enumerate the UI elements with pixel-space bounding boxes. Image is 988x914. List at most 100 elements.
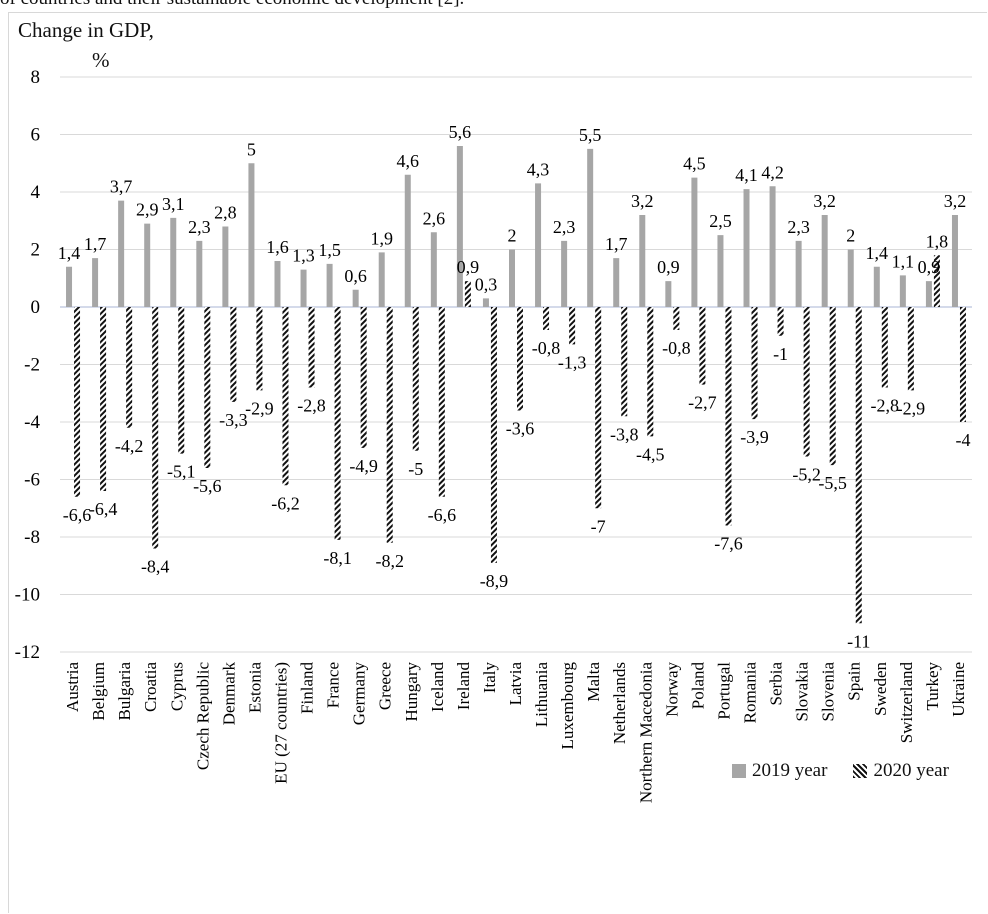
data-label-2019: 1,7 <box>84 234 107 254</box>
y-tick-label: 6 <box>31 125 41 146</box>
bar-2019 <box>561 240 568 307</box>
data-label-2019: 3,7 <box>110 177 133 197</box>
bar-2019 <box>430 232 437 307</box>
bar-2020 <box>829 307 836 466</box>
data-label-2020: -3,9 <box>740 427 769 447</box>
bar-2019 <box>743 189 750 307</box>
data-label-2020: -2,8 <box>297 396 326 416</box>
bar-2019 <box>92 258 99 307</box>
x-axis-categories: Austria Belgium Bulgaria Croatia Cyprus Czech… <box>63 662 968 804</box>
bar-2019 <box>951 215 958 307</box>
bar-2020 <box>959 307 966 422</box>
data-label-2020: -8,9 <box>480 571 509 591</box>
data-label-2020: -4,2 <box>115 436 144 456</box>
y-tick-label: -10 <box>15 585 40 606</box>
y-tick-label: -6 <box>24 470 40 491</box>
category-label: Bulgaria <box>115 662 134 721</box>
bar-2019 <box>691 177 698 307</box>
bar-2019 <box>170 217 177 307</box>
category-label: Slovakia <box>793 662 812 722</box>
category-label: Netherlands <box>610 662 629 744</box>
data-label-2019: 4,6 <box>397 151 420 171</box>
y-tick-label: 0 <box>31 297 41 318</box>
data-label-2020: -7,6 <box>714 534 743 554</box>
data-label-2019: 0,9 <box>918 257 941 277</box>
bar-2020 <box>621 307 628 417</box>
category-label: Finland <box>298 662 317 714</box>
bar-2020 <box>438 307 445 497</box>
bar-2020 <box>673 307 680 330</box>
bar-2020 <box>360 307 367 448</box>
category-label: Hungary <box>402 662 421 722</box>
data-label-2020: -8,1 <box>323 548 352 568</box>
category-label: Germany <box>350 662 369 726</box>
bar-2020 <box>464 281 471 307</box>
bar-2020 <box>308 307 315 388</box>
category-label: Croatia <box>141 662 160 712</box>
y-tick-label: 8 <box>31 67 41 88</box>
category-label: Latvia <box>506 662 525 706</box>
bar-2020 <box>204 307 211 468</box>
bar-2020 <box>152 307 159 549</box>
data-label-2019: 4,5 <box>683 154 706 174</box>
data-label-2019: 3,2 <box>631 191 654 211</box>
data-label-2019: 3,2 <box>813 191 836 211</box>
bar-2020 <box>334 307 341 540</box>
category-label: Portugal <box>714 662 733 720</box>
bar-2020 <box>777 307 784 336</box>
category-label: Poland <box>688 662 707 710</box>
bar-2019 <box>899 275 906 307</box>
data-label-2020: -11 <box>847 631 870 651</box>
category-label: Belgium <box>89 662 108 721</box>
data-labels: 1,4 -6,6 1,7 -6,4 3,7 -4,2 2,9 -8,4 3,1 -5,1 2,3 -5… <box>58 122 971 651</box>
bar-2020 <box>230 307 237 402</box>
category-label: Denmark <box>219 662 238 726</box>
y-tick-label: 2 <box>31 240 41 261</box>
data-label-2020: -2,9 <box>897 398 926 418</box>
category-label: Romania <box>741 662 760 724</box>
category-label: Cyprus <box>167 662 186 711</box>
bar-2019 <box>821 215 828 307</box>
legend-swatch-2020 <box>853 764 868 778</box>
data-label-2019: 2,3 <box>553 217 576 237</box>
bar-2020 <box>855 307 862 624</box>
data-label-2019: 1,5 <box>318 240 341 260</box>
bar-2019 <box>352 289 359 307</box>
bar-2020 <box>725 307 732 526</box>
legend-label-2020: 2020 year <box>873 760 949 781</box>
bar-2020 <box>647 307 654 437</box>
bar-2020 <box>543 307 550 330</box>
data-label-2019: 3,1 <box>162 194 185 214</box>
data-label-2019: 2,5 <box>709 211 732 231</box>
bar-2020 <box>126 307 133 428</box>
bar-2019 <box>769 186 776 307</box>
data-label-2019: 2 <box>846 226 855 246</box>
data-label-2019: 4,3 <box>527 159 550 179</box>
bar-2019 <box>613 258 620 307</box>
category-label: Spain <box>845 662 864 701</box>
bar-2020 <box>803 307 810 457</box>
bar-2019 <box>300 269 307 307</box>
data-label-2019: 2,3 <box>188 217 211 237</box>
data-label-2020: -2,9 <box>245 398 274 418</box>
y-tick-label: -4 <box>24 412 40 433</box>
bar-2020 <box>74 307 81 497</box>
bar-2019 <box>665 281 672 307</box>
data-label-2020: -6,6 <box>428 505 457 525</box>
chart-frame <box>8 12 987 913</box>
data-label-2020: 0,9 <box>457 257 480 277</box>
bar-2019 <box>925 281 932 307</box>
data-label-2020: -8,4 <box>141 557 170 577</box>
data-label-2020: -1,3 <box>558 352 587 372</box>
bar-2020 <box>178 307 185 454</box>
bar-2020 <box>282 307 289 486</box>
bar-2019 <box>274 261 281 307</box>
data-label-2019: 5,5 <box>579 125 602 145</box>
category-label: Greece <box>376 662 395 710</box>
data-label-2020: -5,6 <box>193 476 222 496</box>
bar-2019 <box>639 215 646 307</box>
bar-2019 <box>482 298 489 307</box>
data-label-2020: -6,4 <box>89 499 118 519</box>
data-label-2020: -5,5 <box>818 473 847 493</box>
y-axis-ticks: 8 6 4 2 0 -2 -4 -6 -8 -10 -12 <box>15 67 41 663</box>
